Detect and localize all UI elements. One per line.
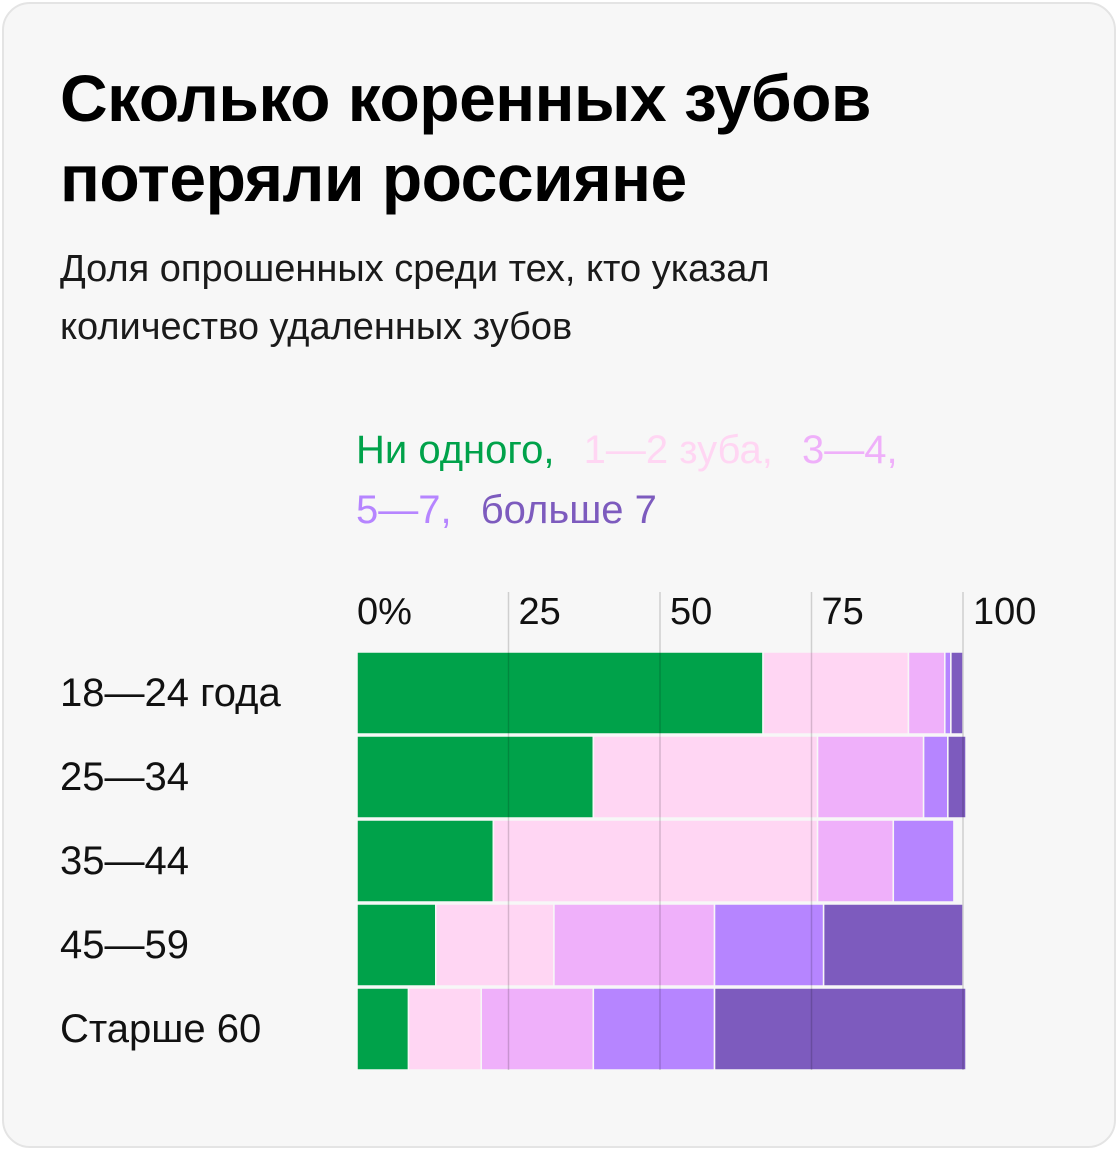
bar-segment-row5-series3 <box>480 987 595 1071</box>
bar-segment-row5-series4 <box>592 987 716 1071</box>
title-line-2: потеряли россияне <box>60 141 687 215</box>
bar-segment-row4-series5 <box>822 903 964 987</box>
bar-segment-row4-series2 <box>435 903 555 987</box>
legend-row-1: Ни одного, 1—2 зуба, 3—4, <box>356 420 1076 480</box>
bar-segment-row2-series2 <box>592 735 819 819</box>
x-tick-label-100: 100 <box>973 591 1036 633</box>
bar-segment-row5-series1 <box>356 987 410 1071</box>
bar-segment-row1-series4 <box>944 651 952 735</box>
bar-segment-row3-series1 <box>356 819 495 903</box>
bar-segment-row5-series5 <box>713 987 967 1071</box>
legend: Ни одного, 1—2 зуба, 3—4, 5—7, больше 7 <box>356 420 1076 540</box>
bar-segment-row3-series4 <box>892 819 955 903</box>
bar-segment-row2-series4 <box>922 735 949 819</box>
bar-segment-row2-series1 <box>356 735 595 819</box>
chart-title: Сколько коренных зубов потеряли россияне <box>60 58 1060 218</box>
bar-segment-row4-series4 <box>713 903 825 987</box>
bar-segment-row1-series5 <box>950 651 964 735</box>
subtitle-line-1: Доля опрошенных среди тех, кто указал <box>60 248 770 290</box>
bar-segment-row2-series3 <box>816 735 925 819</box>
legend-item-1-2: 1—2 зуба, <box>583 428 773 472</box>
legend-item-5-7: 5—7, <box>356 488 452 532</box>
bar-segment-row1-series2 <box>762 651 910 735</box>
title-line-1: Сколько коренных зубов <box>60 61 871 135</box>
row-label-2: 25—34 <box>60 755 189 799</box>
row-label-3: 35—44 <box>60 839 189 883</box>
legend-item-more-7: больше 7 <box>480 488 657 532</box>
bar-segment-row4-series3 <box>553 903 716 987</box>
row-label-1: 18—24 года <box>60 671 281 715</box>
legend-item-3-4: 3—4, <box>802 428 898 472</box>
row-label-4: 45—59 <box>60 923 189 967</box>
x-tick-label-25: 25 <box>519 591 561 633</box>
chart-subtitle: Доля опрошенных среди тех, кто указал ко… <box>60 240 1060 356</box>
bar-segment-row1-series3 <box>907 651 946 735</box>
bar-segment-row4-series1 <box>356 903 437 987</box>
legend-row-2: 5—7, больше 7 <box>356 480 1076 540</box>
x-tick-label-50: 50 <box>670 591 712 633</box>
x-tick-label-0: 0% <box>357 591 412 633</box>
bar-segment-row3-series2 <box>492 819 819 903</box>
subtitle-line-2: количество удаленных зубов <box>60 306 573 348</box>
bar-segment-row3-series3 <box>816 819 895 903</box>
bar-segment-row1-series1 <box>356 651 764 735</box>
bar-segment-row2-series5 <box>947 735 967 819</box>
x-tick-label-75: 75 <box>822 591 864 633</box>
bar-segment-row5-series2 <box>407 987 482 1071</box>
legend-item-none: Ни одного, <box>356 428 555 472</box>
row-label-5: Старше 60 <box>60 1007 262 1051</box>
